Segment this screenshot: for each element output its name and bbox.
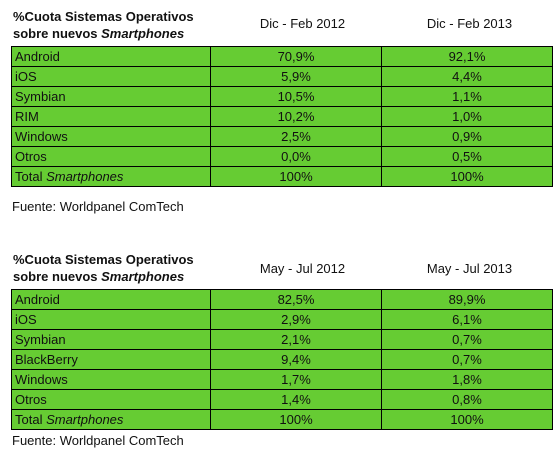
data-table: Android 70,9% 92,1% iOS 5,9% 4,4% Symbia… (11, 46, 553, 187)
table-row: Otros 0,0% 0,5% (11, 146, 553, 167)
table-row: Symbian 2,1% 0,7% (11, 329, 553, 350)
table-row: Windows 1,7% 1,8% (11, 369, 553, 390)
os-label: RIM (11, 106, 211, 127)
title-line-2: sobre nuevos Smartphones (13, 268, 194, 285)
share-period-b: 0,9% (381, 126, 553, 147)
share-period-a: 2,5% (210, 126, 382, 147)
share-period-a: 9,4% (210, 349, 382, 370)
share-period-b: 6,1% (381, 309, 553, 330)
os-label: Android (11, 289, 211, 310)
share-period-a: 10,5% (210, 86, 382, 107)
title-line-2-prefix: sobre nuevos (13, 26, 102, 41)
total-period-a: 100% (210, 409, 382, 430)
table-row: Symbian 10,5% 1,1% (11, 86, 553, 107)
share-period-b: 92,1% (381, 46, 553, 67)
table-header: %Cuota Sistemas Operativos sobre nuevos … (11, 249, 552, 289)
share-period-b: 1,8% (381, 369, 553, 390)
os-label: Symbian (11, 329, 211, 350)
source-note: Fuente: Worldpanel ComTech (12, 433, 184, 448)
share-period-a: 2,9% (210, 309, 382, 330)
total-label: Total Smartphones (11, 409, 211, 430)
os-label: BlackBerry (11, 349, 211, 370)
share-period-a: 82,5% (210, 289, 382, 310)
title-line-2: sobre nuevos Smartphones (13, 25, 194, 42)
share-period-a: 1,7% (210, 369, 382, 390)
table-header: %Cuota Sistemas Operativos sobre nuevos … (11, 6, 552, 46)
total-period-a: 100% (210, 166, 382, 187)
total-italic: Smartphones (46, 412, 124, 427)
share-period-a: 1,4% (210, 389, 382, 410)
source-note: Fuente: Worldpanel ComTech (12, 199, 184, 214)
share-period-a: 0,0% (210, 146, 382, 167)
total-row: Total Smartphones 100% 100% (11, 166, 553, 187)
os-label: Android (11, 46, 211, 67)
os-label: Symbian (11, 86, 211, 107)
total-italic: Smartphones (46, 169, 124, 184)
total-period-b: 100% (381, 166, 553, 187)
share-period-b: 0,7% (381, 329, 553, 350)
table-row: iOS 5,9% 4,4% (11, 66, 553, 87)
os-label: iOS (11, 309, 211, 330)
table-row: RIM 10,2% 1,0% (11, 106, 553, 127)
table-row: iOS 2,9% 6,1% (11, 309, 553, 330)
share-period-b: 1,1% (381, 86, 553, 107)
share-period-b: 89,9% (381, 289, 553, 310)
period-b-header: Dic - Feb 2013 (426, 16, 513, 31)
market-share-table-may-jul: %Cuota Sistemas Operativos sobre nuevos … (11, 249, 553, 448)
table-row: Android 82,5% 89,9% (11, 289, 553, 310)
period-a-header: May - Jul 2012 (259, 261, 346, 276)
period-a-header: Dic - Feb 2012 (259, 16, 346, 31)
data-table: Android 82,5% 89,9% iOS 2,9% 6,1% Symbia… (11, 289, 553, 430)
title-line-1: %Cuota Sistemas Operativos (13, 252, 194, 267)
table-title: %Cuota Sistemas Operativos sobre nuevos … (13, 251, 194, 285)
table-row: Android 70,9% 92,1% (11, 46, 553, 67)
market-share-table-dec-feb: %Cuota Sistemas Operativos sobre nuevos … (11, 6, 553, 214)
os-label: iOS (11, 66, 211, 87)
share-period-b: 0,7% (381, 349, 553, 370)
title-line-2-italic: Smartphones (101, 269, 185, 284)
table-row: Otros 1,4% 0,8% (11, 389, 553, 410)
os-label: Otros (11, 146, 211, 167)
share-period-a: 2,1% (210, 329, 382, 350)
table-row: BlackBerry 9,4% 0,7% (11, 349, 553, 370)
share-period-a: 70,9% (210, 46, 382, 67)
share-period-b: 1,0% (381, 106, 553, 127)
share-period-a: 10,2% (210, 106, 382, 127)
total-row: Total Smartphones 100% 100% (11, 409, 553, 430)
table-title: %Cuota Sistemas Operativos sobre nuevos … (13, 8, 194, 42)
share-period-b: 0,8% (381, 389, 553, 410)
share-period-b: 0,5% (381, 146, 553, 167)
share-period-b: 4,4% (381, 66, 553, 87)
total-label: Total Smartphones (11, 166, 211, 187)
os-label: Windows (11, 126, 211, 147)
table-row: Windows 2,5% 0,9% (11, 126, 553, 147)
os-label: Otros (11, 389, 211, 410)
total-period-b: 100% (381, 409, 553, 430)
title-line-2-italic: Smartphones (101, 26, 185, 41)
os-label: Windows (11, 369, 211, 390)
title-line-2-prefix: sobre nuevos (13, 269, 102, 284)
period-b-header: May - Jul 2013 (426, 261, 513, 276)
total-prefix: Total (15, 412, 47, 427)
total-prefix: Total (15, 169, 47, 184)
title-line-1: %Cuota Sistemas Operativos (13, 9, 194, 24)
share-period-a: 5,9% (210, 66, 382, 87)
